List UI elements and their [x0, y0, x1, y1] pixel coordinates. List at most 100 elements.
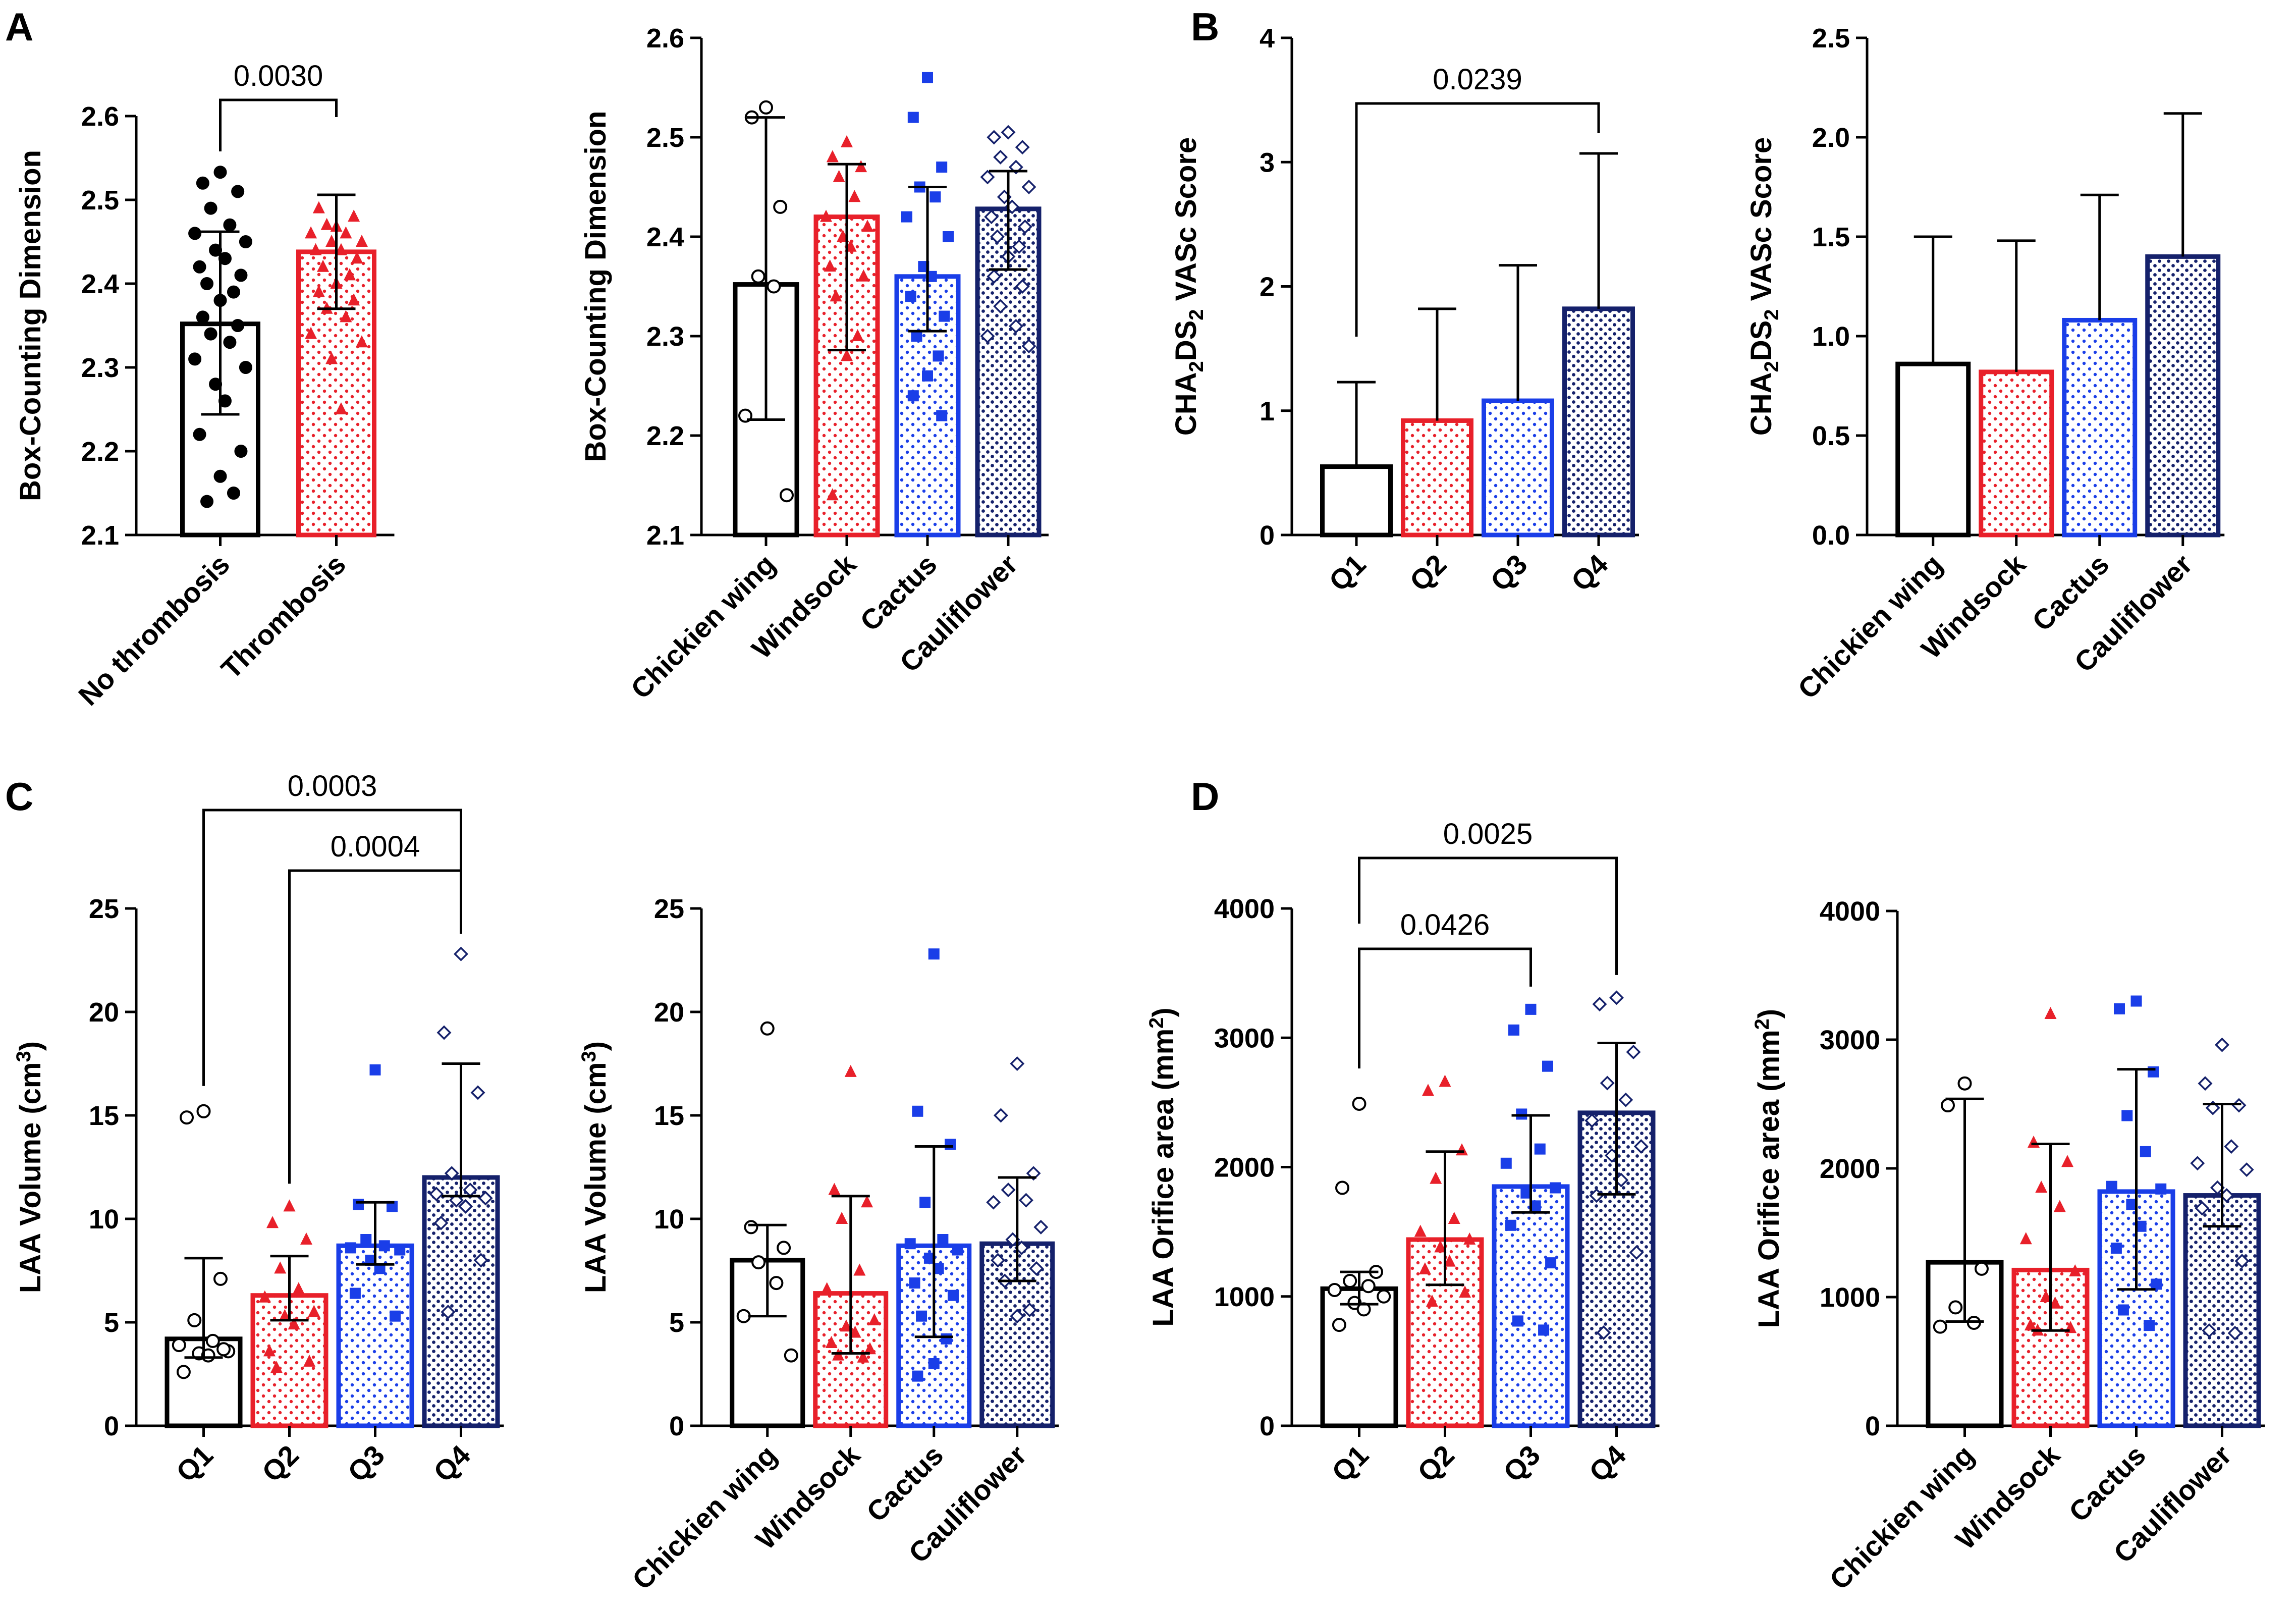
- y-tick-label: 2.1: [646, 520, 684, 551]
- data-point: [188, 227, 202, 240]
- data-point: [180, 1110, 194, 1125]
- y-tick-label: 2: [1260, 272, 1275, 302]
- data-point: [1592, 997, 1607, 1012]
- data-point: [2151, 1278, 2162, 1290]
- data-point: [2147, 1066, 2159, 1078]
- data-point: [187, 1313, 202, 1327]
- data-point: [231, 319, 245, 332]
- data-point: [952, 1244, 963, 1256]
- data-point: [223, 336, 237, 349]
- significance-bracket: [288, 869, 462, 1184]
- data-point: [2234, 1254, 2250, 1269]
- data-point: [325, 235, 338, 247]
- data-point: [209, 378, 223, 391]
- y-tick-label: 2.5: [81, 185, 119, 216]
- y-axis-label-part: 2: [1761, 309, 1783, 320]
- data-point: [390, 1310, 401, 1322]
- data-point: [855, 160, 867, 173]
- data-point: [2126, 1199, 2138, 1210]
- data-point: [1008, 318, 1023, 334]
- y-tick-label: 0: [669, 1411, 684, 1441]
- bar: [1482, 398, 1554, 538]
- data-point: [945, 1139, 956, 1150]
- y-tick-label: 4000: [1820, 896, 1880, 927]
- data-point: [1327, 1282, 1342, 1297]
- data-point: [274, 1261, 287, 1274]
- data-point: [1500, 1157, 1512, 1169]
- data-point: [2215, 1037, 2229, 1052]
- data-point: [2195, 1201, 2210, 1216]
- data-point: [1001, 1183, 1016, 1198]
- p-value-label: 0.0239: [1433, 63, 1522, 96]
- data-point: [239, 361, 252, 374]
- data-point: [928, 1358, 940, 1369]
- data-point: [458, 1199, 473, 1214]
- bar: [1562, 306, 1635, 538]
- data-point: [309, 243, 322, 255]
- data-point: [760, 1021, 775, 1036]
- data-point: [234, 269, 248, 282]
- data-point: [1459, 1285, 1471, 1298]
- data-point: [844, 1064, 857, 1077]
- data-point: [2144, 1320, 2155, 1331]
- data-point: [923, 1252, 935, 1264]
- data-point: [857, 269, 870, 282]
- x-tick-label: Chickien wing: [626, 1439, 783, 1596]
- bar: [1492, 1184, 1570, 1428]
- y-tick-label: 2000: [1820, 1154, 1880, 1184]
- data-point: [478, 1191, 493, 1206]
- data-point: [312, 201, 325, 213]
- y-tick-label: 1: [1260, 396, 1275, 426]
- data-point: [218, 394, 232, 408]
- y-axis-label-part: 2: [1145, 1017, 1168, 1029]
- y-tick-label: 25: [654, 894, 684, 924]
- data-point: [2190, 1156, 2205, 1171]
- data-point: [841, 349, 853, 361]
- data-point: [2110, 1243, 2122, 1254]
- data-point: [234, 445, 248, 458]
- significance-bracket: [1358, 856, 1618, 975]
- data-point: [2019, 1232, 2032, 1245]
- data-point: [345, 1242, 356, 1254]
- data-point: [2130, 995, 2142, 1007]
- data-point: [429, 1187, 444, 1202]
- y-tick-label: 0: [104, 1411, 119, 1441]
- data-point: [1508, 1024, 1520, 1036]
- y-tick-label: 2.3: [81, 353, 119, 383]
- data-point: [933, 1263, 944, 1274]
- data-point: [901, 211, 913, 223]
- data-point: [1001, 125, 1016, 140]
- y-tick-label: 3000: [1214, 1023, 1275, 1053]
- data-point: [2140, 1146, 2151, 1157]
- data-point: [1012, 239, 1026, 254]
- p-value-label: 0.0426: [1400, 908, 1490, 941]
- data-point: [916, 1310, 927, 1322]
- chart-d1-orifice-area-quartile: 0 1000 2000 3000 4000 LAA Orifice area (mm2) Q…: [1145, 818, 1660, 1488]
- y-axis-label: Box-Counting Dimension: [14, 150, 47, 501]
- data-point: [1343, 1274, 1357, 1288]
- data-point: [986, 1195, 1001, 1210]
- data-point: [848, 190, 861, 202]
- data-point: [1542, 1060, 1553, 1072]
- data-point: [1018, 1193, 1033, 1208]
- data-point: [441, 1305, 456, 1319]
- data-point: [2239, 1162, 2254, 1177]
- data-point: [993, 299, 1008, 314]
- data-point: [2040, 1290, 2052, 1302]
- y-tick-label: 1000: [1820, 1282, 1880, 1313]
- x-tick-label: Q4: [1565, 548, 1614, 597]
- data-point: [833, 170, 845, 182]
- data-point: [292, 1282, 305, 1295]
- y-axis-label: CHA2DS2 VASc Score: [1745, 137, 1783, 436]
- data-point: [777, 1241, 791, 1255]
- data-point: [912, 1105, 923, 1117]
- x-tick-label: Q2: [1411, 1439, 1460, 1488]
- x-tick-label: Q4: [1583, 1439, 1632, 1488]
- data-point: [355, 235, 368, 247]
- y-tick-label: 15: [89, 1101, 119, 1131]
- y-axis-label-part: 2: [1761, 361, 1783, 372]
- data-point: [942, 231, 954, 242]
- y-tick-label: 1.5: [1812, 222, 1850, 252]
- data-point: [200, 277, 214, 290]
- data-point: [204, 327, 217, 341]
